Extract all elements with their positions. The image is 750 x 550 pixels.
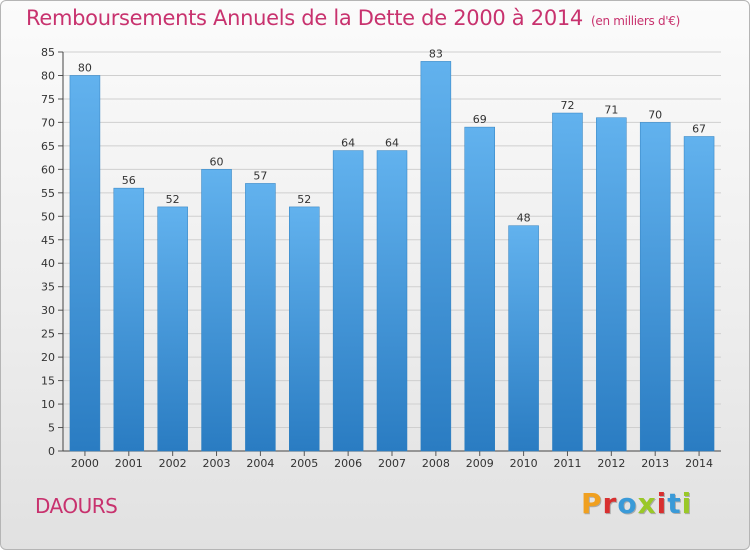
x-tick-label-2012: 2012 xyxy=(597,457,625,470)
data-label-2004: 57 xyxy=(253,169,267,182)
chart-subtitle: (en milliers d'€) xyxy=(591,14,681,28)
logo-letter: P xyxy=(581,487,603,520)
commune-name: DAOURS xyxy=(35,494,118,518)
data-label-2000: 80 xyxy=(78,61,92,74)
y-tick-label: 30 xyxy=(41,304,55,317)
y-tick-label: 20 xyxy=(41,351,55,364)
x-tick-label-2008: 2008 xyxy=(422,457,450,470)
data-label-2010: 48 xyxy=(517,212,531,225)
bar-2008 xyxy=(420,61,452,452)
x-tick-label-2002: 2002 xyxy=(159,457,187,470)
chart-title-text: Remboursements Annuels de la Dette de 20… xyxy=(26,6,583,30)
x-tick-label-2014: 2014 xyxy=(685,457,713,470)
bar-2005 xyxy=(289,206,320,452)
data-label-2013: 70 xyxy=(648,108,662,121)
bar-2011 xyxy=(552,112,583,452)
x-tick-label-2005: 2005 xyxy=(290,457,318,470)
data-label-2007: 64 xyxy=(385,137,399,150)
logo-letter: t xyxy=(667,487,682,520)
x-tick-label-2011: 2011 xyxy=(553,457,581,470)
bar-2010 xyxy=(508,225,539,452)
y-tick-label: 65 xyxy=(41,140,55,153)
bar-2009 xyxy=(464,126,495,452)
data-label-2002: 52 xyxy=(166,193,180,206)
bar-2014 xyxy=(683,136,715,452)
x-tick-label-2003: 2003 xyxy=(203,457,231,470)
bar-2000 xyxy=(69,75,101,452)
bar-2006 xyxy=(332,150,364,452)
y-tick-label: 80 xyxy=(41,69,55,82)
x-tick-label-2006: 2006 xyxy=(334,457,362,470)
data-label-2001: 56 xyxy=(122,174,136,187)
bar-2007 xyxy=(376,150,408,452)
x-tick-label-2010: 2010 xyxy=(510,457,538,470)
data-label-2005: 52 xyxy=(297,193,311,206)
x-tick-label-2007: 2007 xyxy=(378,457,406,470)
data-label-2012: 71 xyxy=(604,104,618,117)
y-tick-label: 10 xyxy=(41,398,55,411)
data-label-2009: 69 xyxy=(473,113,487,126)
bar-2002 xyxy=(157,206,188,452)
bar-2003 xyxy=(201,169,232,452)
x-tick-label-2004: 2004 xyxy=(246,457,274,470)
y-tick-label: 15 xyxy=(41,375,55,388)
bar-2012 xyxy=(596,117,627,452)
bar-2004 xyxy=(245,183,276,452)
x-tick-label-2013: 2013 xyxy=(641,457,669,470)
data-label-2003: 60 xyxy=(210,155,224,168)
y-tick-label: 35 xyxy=(41,281,55,294)
y-tick-label: 5 xyxy=(48,422,55,435)
data-label-2011: 72 xyxy=(560,99,574,112)
data-label-2006: 64 xyxy=(341,137,355,150)
data-label-2008: 83 xyxy=(429,47,443,60)
logo-letter: o xyxy=(617,487,638,520)
logo-letter: r xyxy=(602,487,618,520)
y-tick-label: 45 xyxy=(41,234,55,247)
y-tick-label: 0 xyxy=(48,445,55,458)
y-tick-label: 25 xyxy=(41,328,55,341)
x-tick-label-2001: 2001 xyxy=(115,457,143,470)
y-tick-label: 70 xyxy=(41,116,55,129)
chart-title: Remboursements Annuels de la Dette de 20… xyxy=(26,6,680,30)
y-tick-label: 60 xyxy=(41,163,55,176)
y-tick-label: 55 xyxy=(41,187,55,200)
y-tick-label: 85 xyxy=(41,46,55,59)
bar-2013 xyxy=(639,122,671,452)
bars xyxy=(69,61,715,452)
y-tick-label: 50 xyxy=(41,210,55,223)
y-tick-label: 75 xyxy=(41,93,55,106)
data-labels: 80 56 52 60 57 52 64 64 83 69 48 72 71 70 67 xyxy=(78,47,706,224)
logo-letter: x xyxy=(637,487,657,520)
logo-letter: i xyxy=(681,487,693,520)
proxiti-logo: Proxiti xyxy=(581,487,692,520)
y-tick-label: 40 xyxy=(41,257,55,270)
axes: 0 5 10 15 20 25 30 35 40 45 50 55 60 65 70 75 80 85 2000 20… xyxy=(41,46,721,470)
bar-2001 xyxy=(113,187,145,452)
logo-letter: i xyxy=(656,487,668,520)
data-label-2014: 67 xyxy=(692,122,706,135)
x-tick-label-2009: 2009 xyxy=(466,457,494,470)
x-tick-label-2000: 2000 xyxy=(71,457,99,470)
